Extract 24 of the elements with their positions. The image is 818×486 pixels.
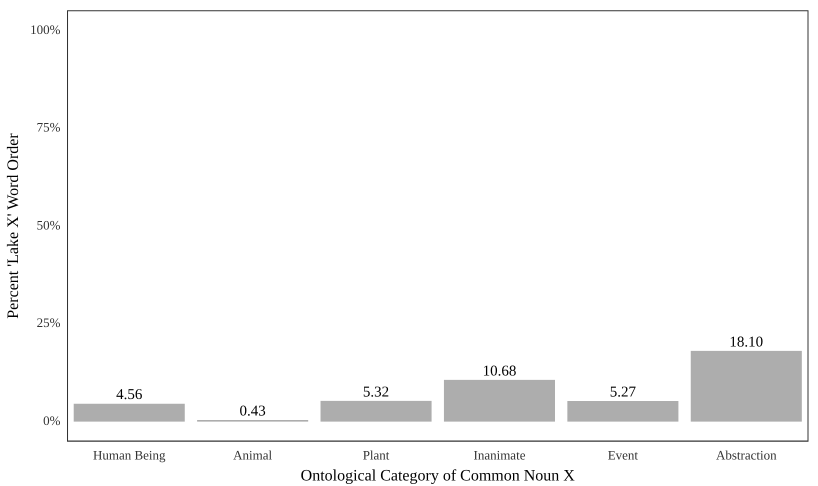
y-tick-label: 100% bbox=[30, 22, 61, 37]
bar bbox=[320, 400, 432, 422]
x-tick-label: Inanimate bbox=[473, 447, 526, 462]
x-tick-label: Human Being bbox=[92, 447, 166, 462]
x-tick-label: Abstraction bbox=[716, 447, 778, 462]
data-label: 10.68 bbox=[482, 363, 516, 380]
y-tick-label: 75% bbox=[36, 120, 61, 135]
y-axis-title: Percent 'Lake X' Word Order bbox=[4, 132, 22, 319]
data-label: 4.56 bbox=[116, 387, 143, 404]
y-tick-label: 25% bbox=[36, 315, 61, 330]
bar bbox=[444, 380, 556, 422]
x-tick-label: Animal bbox=[233, 447, 273, 462]
data-label: 5.27 bbox=[610, 384, 637, 400]
y-tick-label: 50% bbox=[36, 217, 61, 232]
bar bbox=[74, 404, 185, 422]
x-tick-label: Event bbox=[608, 447, 638, 462]
data-label: 18.10 bbox=[729, 334, 764, 350]
x-axis-title: Ontological Category of Common Noun X bbox=[300, 468, 576, 485]
data-label: 5.32 bbox=[362, 384, 390, 400]
data-label: 0.43 bbox=[240, 403, 266, 420]
x-tick-label: Plant bbox=[362, 447, 390, 462]
bar bbox=[567, 401, 678, 422]
y-tick-label: 0% bbox=[43, 413, 61, 428]
bar bbox=[690, 350, 802, 422]
